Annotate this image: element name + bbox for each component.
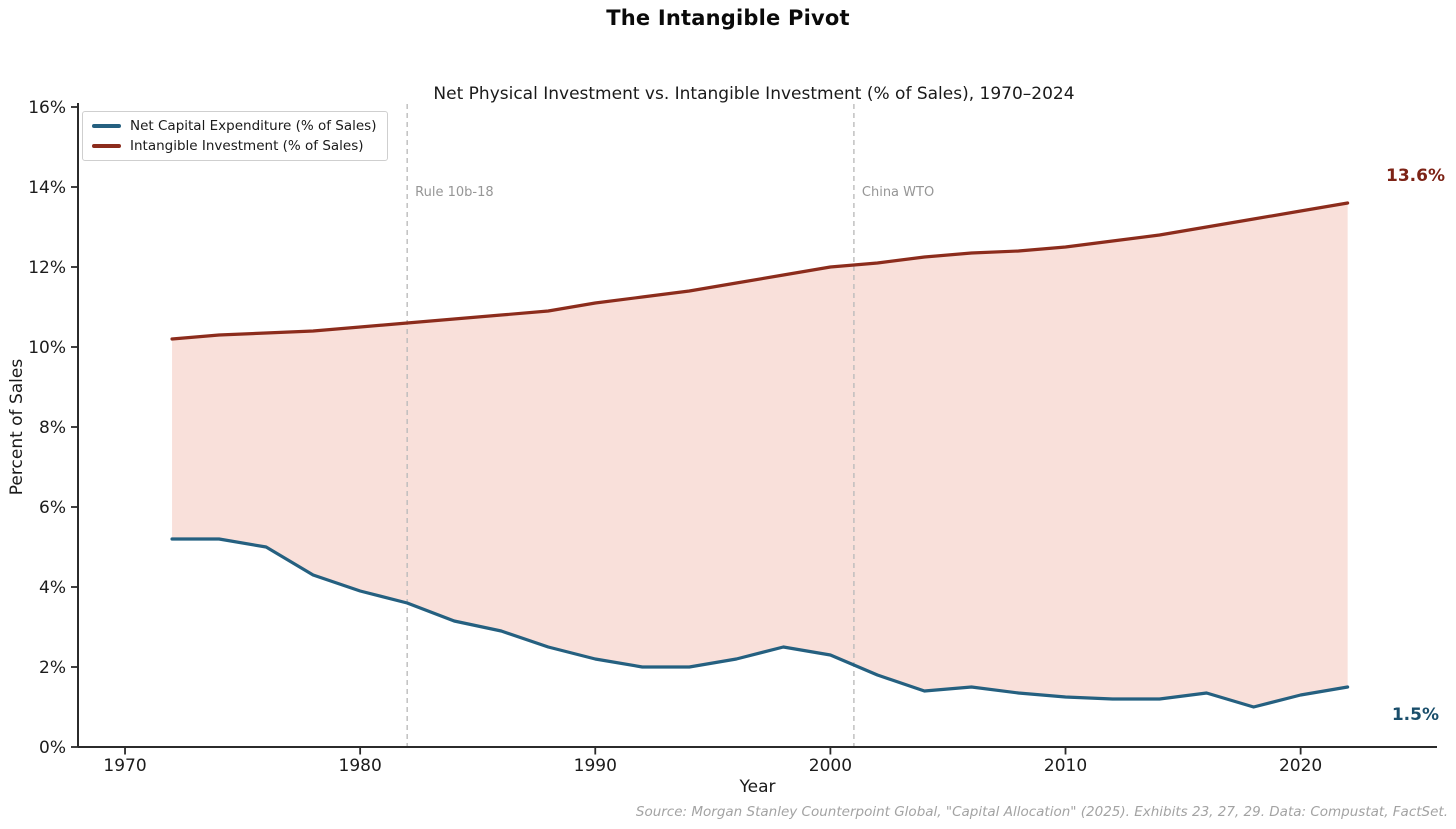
legend-item-net-capex: Net Capital Expenditure (% of Sales) [92, 119, 376, 133]
legend-label-net-capex: Net Capital Expenditure (% of Sales) [130, 118, 377, 134]
end-label-intangible: 13.6% [1386, 166, 1445, 186]
x-tick-label: 2000 [809, 756, 852, 776]
x-axis-label: Year [739, 777, 776, 797]
y-tick-label: 14% [28, 178, 66, 198]
annotation-rule-10b-18: Rule 10b-18 [415, 185, 494, 200]
series-line-0 [170, 537, 1350, 709]
y-tick-label: 4% [39, 578, 66, 598]
y-tick-label: 16% [28, 98, 66, 118]
chart-subtitle: Net Physical Investment vs. Intangible I… [433, 84, 1075, 104]
legend-item-intangible: Intangible Investment (% of Sales) [92, 139, 376, 153]
legend-label-intangible: Intangible Investment (% of Sales) [130, 138, 364, 154]
end-label-net-capex: 1.5% [1391, 705, 1439, 725]
x-tick-label: 1970 [103, 756, 146, 776]
series-line-1 [170, 201, 1350, 341]
fill-between-area [172, 203, 1348, 707]
y-tick-label: 6% [39, 498, 66, 518]
legend-swatch-net-capex-icon [92, 124, 121, 128]
y-tick-label: 2% [39, 658, 66, 678]
legend: Net Capital Expenditure (% of Sales) Int… [82, 111, 389, 161]
y-tick-label: 0% [39, 738, 66, 758]
x-tick-label: 2020 [1279, 756, 1322, 776]
y-tick-label: 10% [28, 338, 66, 358]
legend-swatch-intangible-icon [92, 144, 121, 148]
figure-title: The Intangible Pivot [606, 6, 850, 30]
source-note: Source: Morgan Stanley Counterpoint Glob… [635, 804, 1448, 820]
annotation-china-wto: China WTO [861, 185, 935, 200]
x-tick-label: 1990 [574, 756, 617, 776]
y-tick-label: 8% [39, 418, 66, 438]
x-tick-label: 1980 [339, 756, 382, 776]
y-axis-label: Percent of Sales [7, 358, 27, 496]
y-tick-label: 12% [28, 258, 66, 278]
x-tick-label: 2010 [1044, 756, 1087, 776]
